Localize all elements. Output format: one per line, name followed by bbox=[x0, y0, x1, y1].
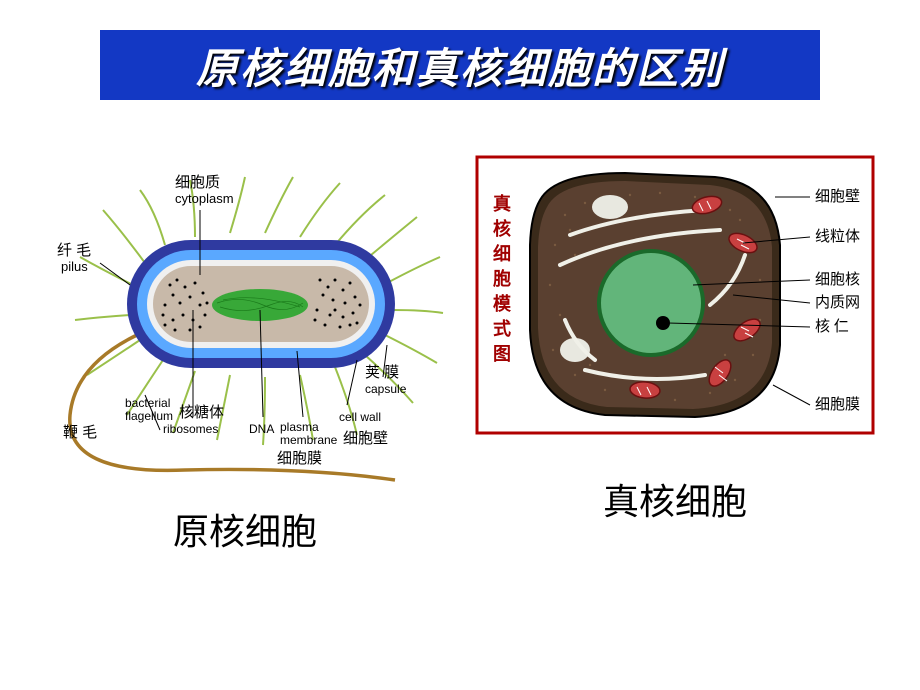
side-title-7: 图 bbox=[493, 344, 511, 364]
eukaryote-diagram: 真 核 细 胞 模 式 图 bbox=[475, 155, 875, 455]
caption-prokaryote: 原核细胞 bbox=[173, 503, 317, 555]
label-pm-cn: 细胞膜 bbox=[277, 450, 322, 467]
label-cw-en: cell wall bbox=[339, 410, 381, 424]
page-title: 原核细胞和真核细胞的区别 bbox=[196, 35, 724, 96]
side-title-2: 核 bbox=[493, 218, 511, 239]
side-title-1: 真 bbox=[493, 193, 511, 214]
label-pilus-cn: 纤 毛 bbox=[57, 242, 91, 259]
label-euk-cell-wall: 细胞壁 bbox=[815, 188, 860, 205]
label-dna-en: DNA bbox=[249, 422, 274, 436]
label-cytoplasm-cn: 细胞质 bbox=[175, 174, 220, 191]
label-euk-nucleolus: 核 仁 bbox=[815, 318, 849, 335]
label-flagellum-en-2: flagellum bbox=[125, 409, 173, 423]
label-euk-mito: 线粒体 bbox=[815, 228, 860, 245]
label-pilus-en: pilus bbox=[61, 259, 88, 274]
side-title-3: 细 bbox=[493, 243, 511, 264]
label-flagellum-en-1: bacterial bbox=[125, 396, 170, 410]
label-ribosome-en: ribosomes bbox=[163, 422, 218, 436]
label-flagellum-cn: 鞭 毛 bbox=[63, 424, 97, 441]
prokaryote-diagram: 细胞质 cytoplasm 纤 毛 pilus bacterial flagel… bbox=[45, 155, 445, 485]
side-title-6: 式 bbox=[493, 318, 511, 339]
label-capsule-en: capsule bbox=[365, 382, 407, 396]
label-pm-en-2: membrane bbox=[280, 433, 338, 447]
label-euk-nucleus: 细胞核 bbox=[815, 271, 860, 288]
figure-eukaryote: 真 核 细 胞 模 式 图 bbox=[475, 155, 875, 525]
figures-row: 细胞质 cytoplasm 纤 毛 pilus bacterial flagel… bbox=[0, 155, 920, 555]
label-cytoplasm-en: cytoplasm bbox=[175, 191, 234, 206]
label-ribosome-cn: 核糖体 bbox=[179, 404, 224, 421]
label-euk-membrane: 细胞膜 bbox=[815, 396, 860, 413]
title-bar: 原核细胞和真核细胞的区别 bbox=[100, 30, 820, 100]
label-euk-er: 内质网 bbox=[815, 294, 860, 311]
side-title-4: 胞 bbox=[493, 268, 511, 289]
caption-eukaryote: 真核细胞 bbox=[603, 473, 747, 525]
label-cw-cn: 细胞壁 bbox=[343, 430, 388, 447]
label-capsule-cn: 荚 膜 bbox=[365, 364, 399, 381]
side-title-5: 模 bbox=[493, 293, 512, 314]
figure-prokaryote: 细胞质 cytoplasm 纤 毛 pilus bacterial flagel… bbox=[45, 155, 445, 555]
label-pm-en-1: plasma bbox=[280, 420, 319, 434]
